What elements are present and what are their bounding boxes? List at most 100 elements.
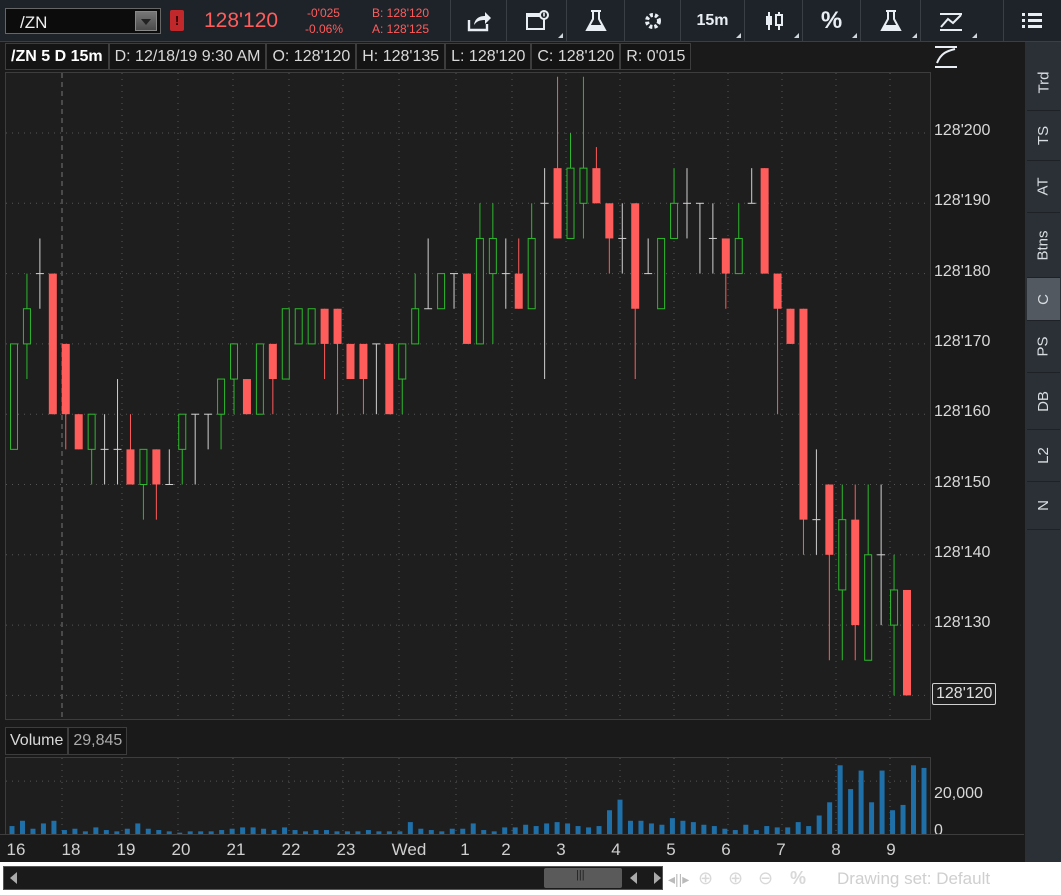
candle-body-down [903, 589, 911, 696]
candle-body-down [346, 343, 355, 380]
candle-body-up [217, 378, 226, 415]
candle-body-down [799, 308, 808, 520]
candle-body-up [475, 237, 484, 345]
volume-bar [890, 810, 896, 834]
candle-body-down [462, 273, 471, 344]
volume-bar [481, 830, 487, 834]
toolbar: /ZN ! 128'120 -0'025 -0.06% B: 128'120 A… [0, 0, 1061, 42]
share-button[interactable] [450, 0, 506, 42]
time-label: 1 [460, 840, 470, 859]
volume-bar [229, 828, 235, 834]
style-settings-icon[interactable] [931, 43, 967, 71]
candle-body-up [579, 167, 588, 204]
symbol-dropdown-button[interactable] [135, 11, 157, 31]
candle-body-up [230, 343, 239, 380]
tab-ts[interactable]: TS [1027, 111, 1060, 161]
bar-low: L: 128'120 [445, 43, 532, 70]
chart-type-button[interactable] [744, 0, 802, 42]
menu-button[interactable] [1003, 0, 1061, 42]
volume-bar [544, 823, 550, 834]
volume-bar [124, 828, 130, 834]
time-label: 16 [6, 840, 26, 859]
candle-body-up [864, 554, 873, 661]
volume-bar [701, 824, 707, 834]
time-axis: 16 18 19 20 21 22 23 Wed 1 2 3 4 5 6 7 8 9 [0, 834, 1024, 862]
volume-chart[interactable] [5, 757, 931, 835]
tab-l2[interactable]: L2 [1027, 430, 1060, 482]
time-label: 9 [886, 840, 896, 859]
scroll-right-arrow[interactable] [654, 872, 661, 884]
volume-bar [638, 820, 644, 834]
price-axis[interactable]: 128'200 128'190 128'180 128'170 128'160 128'1… [931, 72, 1024, 720]
volume-bar [40, 823, 46, 834]
candle-body-down [48, 273, 57, 415]
drawing-set-label[interactable]: Drawing set: Default [837, 869, 991, 888]
drawings-button[interactable] [920, 0, 980, 42]
volume-bar [816, 815, 822, 834]
volume-bar [921, 767, 927, 834]
volume-bar [313, 830, 319, 834]
time-label: Wed [391, 840, 427, 859]
zoom-in-icon[interactable]: ⊕ [728, 868, 744, 888]
volume-bar [145, 828, 151, 834]
volume-bar [848, 789, 854, 834]
candle-body-up [10, 343, 18, 450]
volume-bar [911, 765, 917, 834]
volume-bar [502, 827, 508, 834]
bar-range: R: 0'015 [620, 43, 692, 70]
tab-n[interactable]: N [1027, 482, 1060, 530]
current-price-label: 128'120 [932, 683, 997, 705]
volume-bar [355, 831, 361, 834]
candle-body-up [22, 308, 31, 345]
volume-tick: 20,000 [934, 785, 983, 802]
candle-body-up [307, 308, 316, 345]
candle-body-up [178, 413, 187, 450]
volume-bar [827, 802, 833, 834]
candle-body-down [631, 203, 640, 309]
price-chart[interactable] [5, 72, 931, 720]
tab-label: Trd [1034, 71, 1052, 93]
candle-body-down [359, 343, 368, 380]
candle-body-down [74, 414, 83, 450]
volume-bar [722, 828, 728, 834]
horizontal-scrollbar[interactable] [3, 866, 663, 890]
tab-c[interactable]: C [1027, 278, 1060, 321]
volume-bar [627, 820, 633, 834]
tab-btns[interactable]: Btns [1027, 213, 1060, 278]
scroll-back-arrow[interactable] [630, 872, 637, 884]
scroll-left-arrow[interactable] [10, 872, 17, 884]
strategies-button[interactable] [860, 0, 920, 42]
volume-bar [753, 830, 759, 834]
alert-icon[interactable]: ! [170, 10, 184, 31]
crosshair-icon[interactable]: ⊕ [698, 868, 714, 888]
tab-ps[interactable]: PS [1027, 321, 1060, 373]
volume-bar [659, 824, 665, 834]
volume-bar [554, 822, 560, 834]
volume-bar [219, 830, 225, 834]
volume-bar [764, 826, 770, 834]
chart-description-button[interactable] [506, 0, 566, 42]
volume-bar [711, 826, 717, 834]
symbol-selector[interactable]: /ZN [5, 8, 161, 34]
studies-button[interactable] [566, 0, 624, 42]
candle-body-down [760, 168, 769, 274]
candle-body-up [527, 237, 536, 310]
volume-bar [240, 827, 246, 834]
expand-horizontal-icon[interactable]: ◂||▸ [668, 871, 690, 887]
tab-trd[interactable]: Trd [1027, 54, 1060, 111]
candle-body-down [721, 238, 730, 274]
tab-at[interactable]: AT [1027, 161, 1060, 213]
volume-bar [460, 828, 466, 834]
percent-icon[interactable]: % [790, 868, 807, 888]
percent-view-button[interactable]: % [802, 0, 860, 42]
volume-bar [523, 824, 529, 834]
volume-bar [565, 823, 571, 834]
candle-body-up [87, 413, 96, 450]
settings-button[interactable] [624, 0, 680, 42]
zoom-out-icon[interactable]: ⊖ [758, 868, 774, 888]
candle-body-up [838, 519, 847, 591]
tab-db[interactable]: DB [1027, 373, 1060, 430]
timeframe-button[interactable]: 15m [680, 0, 744, 42]
scroll-thumb[interactable] [544, 868, 622, 888]
net-change: -0'025 [307, 6, 340, 20]
